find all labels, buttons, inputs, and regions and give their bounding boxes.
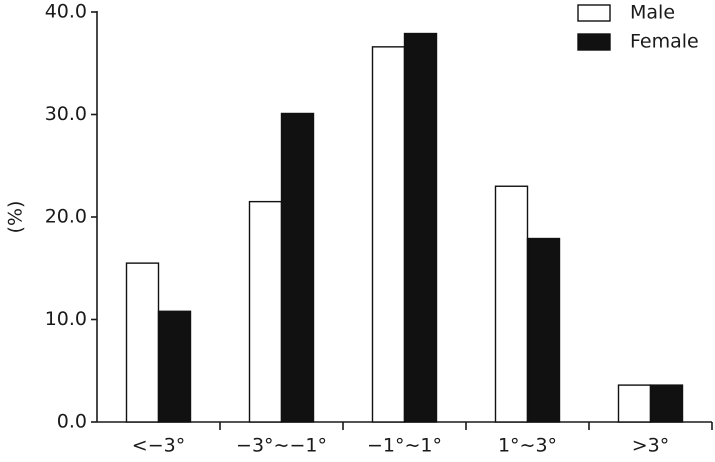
bar: [526, 237, 561, 423]
y-tick-label: 40.0: [45, 1, 87, 23]
y-tick-label: 30.0: [45, 103, 87, 125]
y-tick-label: 0.0: [57, 411, 87, 433]
bar: [403, 32, 438, 423]
legend-label: Male: [630, 2, 675, 24]
y-axis-label: (%): [5, 201, 27, 234]
bar: [280, 112, 315, 423]
bar: [649, 384, 684, 423]
bar: [371, 46, 406, 423]
bar: [617, 384, 652, 423]
x-tick-label: −3°∼−1°: [236, 435, 327, 457]
legend-swatch: [577, 4, 611, 22]
bar: [248, 200, 283, 423]
bar: [157, 310, 192, 423]
y-tick-label: 10.0: [45, 308, 87, 330]
legend-swatch: [577, 33, 611, 51]
x-tick-label: <−3°: [132, 435, 185, 457]
bar: [125, 262, 160, 423]
y-tick-label: 20.0: [45, 206, 87, 228]
x-tick-label: 1°∼3°: [498, 435, 557, 457]
bar: [494, 185, 529, 423]
legend-label: Female: [630, 31, 699, 53]
x-tick-label: −1°∼1°: [367, 435, 442, 457]
x-tick-label: >3°: [632, 435, 670, 457]
